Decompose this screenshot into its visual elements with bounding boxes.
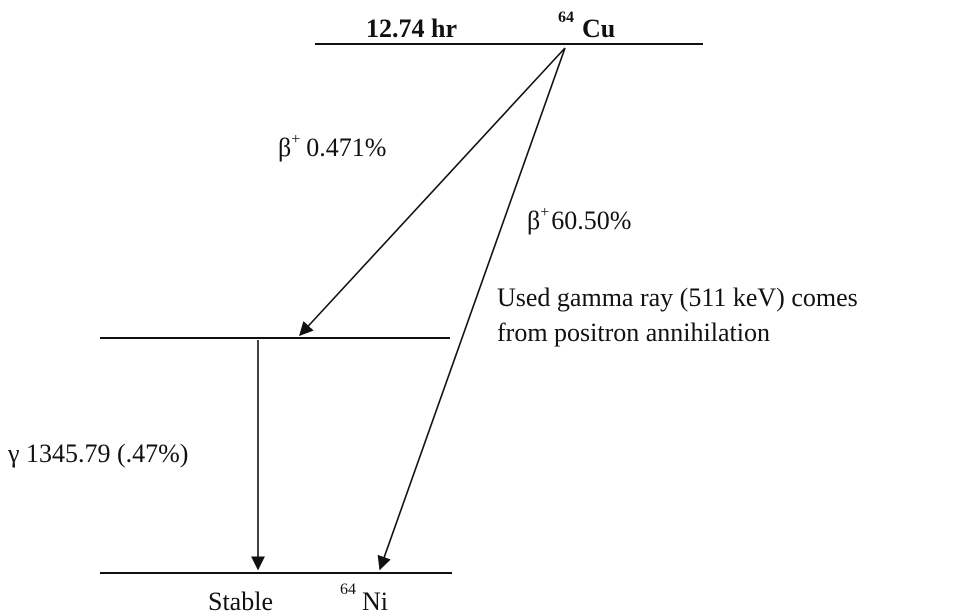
note: Used gamma ray (511 keV) comes	[497, 283, 858, 312]
transition-label: β+ 0.471%	[278, 131, 386, 162]
note: from positron annihilation	[497, 318, 770, 347]
gamma-label: γ 1345.79 (.47%)	[7, 439, 188, 468]
label: 60.50%	[551, 206, 631, 235]
symbol: β	[278, 133, 291, 162]
beta-arrow	[299, 47, 566, 337]
mass-number: 64	[340, 581, 356, 598]
symbol: β	[527, 206, 540, 235]
sup: +	[540, 204, 549, 221]
element: Ni	[362, 587, 388, 616]
element: Cu	[582, 14, 615, 43]
sup: +	[291, 131, 300, 148]
mass-number: 64	[558, 9, 574, 26]
beta-arrow	[377, 47, 566, 571]
status: Stable	[208, 587, 273, 616]
half-life: 12.74 hr	[366, 14, 457, 43]
label: 0.471%	[306, 133, 386, 162]
transition-label: β+60.50%	[527, 204, 631, 235]
